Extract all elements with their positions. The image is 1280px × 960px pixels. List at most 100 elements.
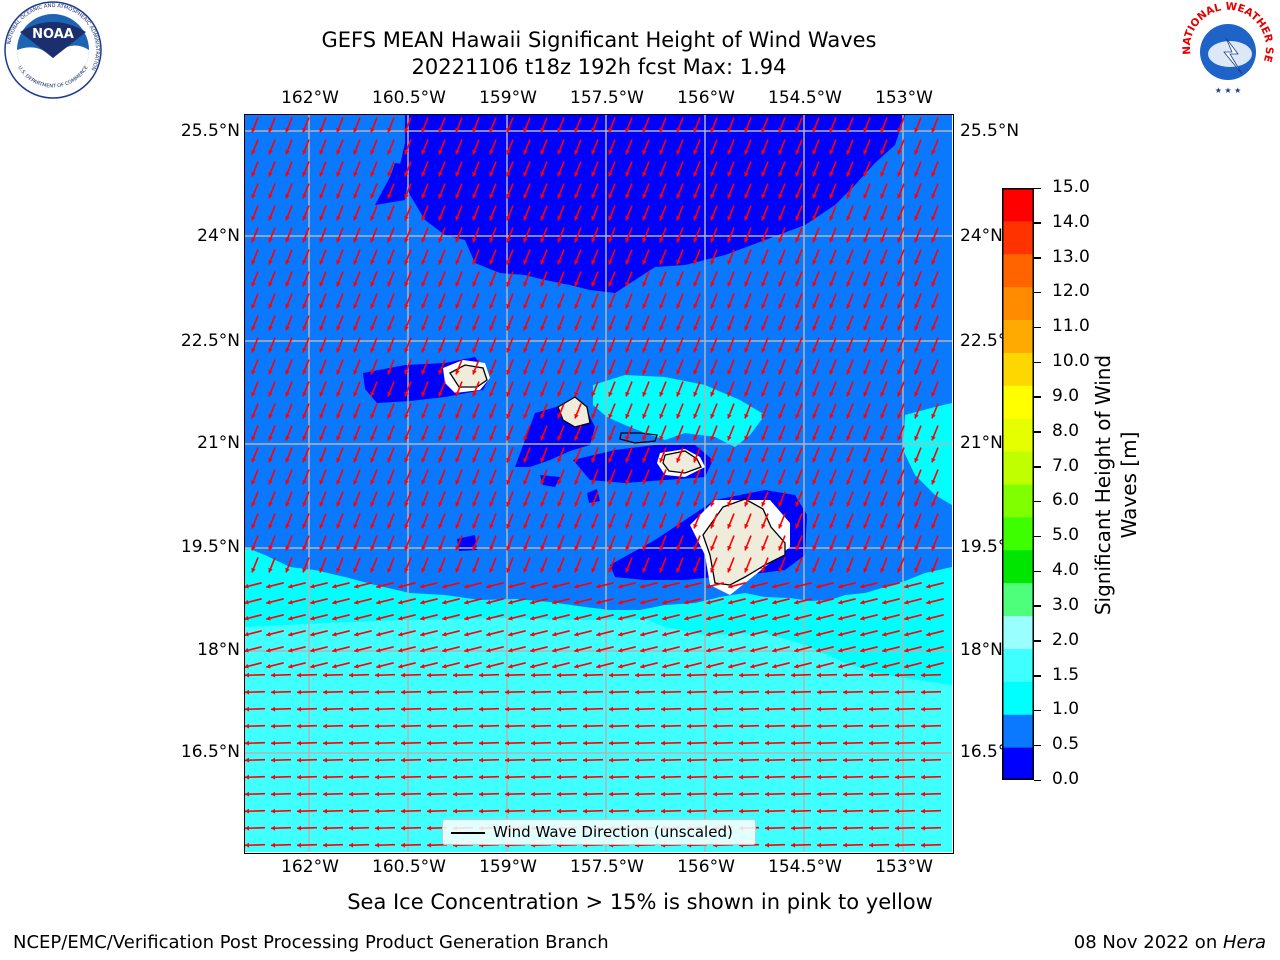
wave-direction-arrow — [794, 630, 812, 637]
wave-direction-arrow — [868, 740, 890, 746]
wave-direction-arrow — [322, 825, 344, 831]
wave-direction-arrow — [421, 205, 429, 221]
wave-direction-arrow — [506, 403, 514, 419]
wave-direction-arrow — [634, 774, 656, 780]
wave-direction-arrow — [506, 557, 514, 573]
wave-direction-arrow — [400, 825, 422, 831]
wave-direction-arrow — [540, 249, 548, 265]
wave-direction-arrow — [455, 403, 463, 419]
wave-direction-arrow — [285, 293, 293, 309]
wave-direction-arrow — [472, 227, 480, 243]
wave-direction-arrow — [640, 614, 658, 621]
wave-direction-arrow — [472, 139, 480, 155]
wave-direction-arrow — [268, 183, 276, 199]
wave-direction-arrow — [642, 425, 650, 441]
wave-direction-arrow — [618, 630, 636, 637]
wave-direction-arrow — [302, 513, 310, 529]
wave-direction-arrow — [706, 582, 724, 589]
wave-direction-arrow — [931, 315, 939, 331]
wave-direction-arrow — [464, 646, 482, 653]
wave-direction-arrow — [795, 425, 803, 441]
wave-direction-arrow — [486, 598, 504, 605]
wave-direction-arrow — [625, 249, 633, 265]
wave-direction-arrow — [540, 205, 548, 221]
wave-direction-arrow — [354, 614, 372, 621]
wave-direction-arrow — [706, 662, 724, 669]
wave-direction-arrow — [676, 161, 684, 177]
wave-direction-arrow — [523, 337, 531, 353]
wave-direction-arrow — [712, 740, 734, 746]
wave-direction-arrow — [268, 381, 276, 397]
wave-direction-arrow — [904, 662, 922, 669]
wave-direction-arrow — [772, 646, 790, 653]
wave-direction-arrow — [285, 161, 293, 177]
wave-direction-arrow — [761, 139, 769, 155]
wave-direction-arrow — [660, 740, 682, 746]
wave-direction-arrow — [270, 774, 292, 780]
wave-direction-arrow — [904, 630, 922, 637]
wave-direction-arrow — [816, 598, 834, 605]
wave-direction-arrow — [472, 403, 480, 419]
wave-direction-arrow — [376, 662, 394, 669]
wave-direction-arrow — [816, 825, 838, 831]
wave-direction-arrow — [761, 249, 769, 265]
wave-direction-arrow — [744, 535, 752, 551]
wave-direction-arrow — [642, 491, 650, 507]
wave-direction-arrow — [812, 205, 820, 221]
lon-label-bottom: 157.5°W — [570, 857, 644, 877]
island-molokai — [619, 432, 658, 444]
wave-direction-arrow — [591, 139, 599, 155]
wave-direction-arrow — [421, 249, 429, 265]
wave-direction-arrow — [370, 227, 378, 243]
wave-direction-arrow — [310, 662, 328, 669]
wave-direction-arrow — [310, 630, 328, 637]
wave-direction-arrow — [336, 425, 344, 441]
wave-direction-arrow — [816, 757, 838, 763]
wave-direction-arrow — [761, 381, 769, 397]
wave-direction-arrow — [608, 293, 616, 309]
wave-direction-arrow — [710, 315, 718, 331]
wave-direction-arrow — [268, 161, 276, 177]
wave-direction-arrow — [842, 672, 864, 678]
wave-direction-arrow — [336, 535, 344, 551]
wave-direction-arrow — [744, 183, 752, 199]
wave-direction-arrow — [625, 535, 633, 551]
wave-direction-arrow — [914, 535, 922, 551]
wave-direction-arrow — [523, 271, 531, 287]
wave-direction-arrow — [472, 557, 480, 573]
wave-direction-arrow — [322, 672, 344, 678]
wave-direction-arrow — [880, 359, 888, 375]
wave-direction-arrow — [442, 582, 460, 589]
wave-direction-arrow — [772, 662, 790, 669]
wave-direction-arrow — [348, 757, 370, 763]
wave-direction-arrow — [354, 646, 372, 653]
wave-direction-arrow — [897, 205, 905, 221]
wave-direction-arrow — [772, 630, 790, 637]
wave-direction-arrow — [846, 227, 854, 243]
wave-direction-arrow — [693, 535, 701, 551]
wave-direction-arrow — [455, 447, 463, 463]
wave-direction-arrow — [540, 513, 548, 529]
wave-direction-arrow — [863, 535, 871, 551]
wave-direction-arrow — [319, 337, 327, 353]
wave-direction-arrow — [727, 139, 735, 155]
wave-direction-arrow — [348, 706, 370, 712]
wave-direction-arrow — [552, 598, 570, 605]
colorbar-tick-label: 15.0 — [1052, 177, 1090, 197]
wave-direction-arrow — [506, 139, 514, 155]
wave-direction-arrow — [251, 337, 259, 353]
wave-direction-arrow — [608, 161, 616, 177]
wave-direction-arrow — [710, 117, 718, 133]
wave-direction-arrow — [812, 469, 820, 485]
wave-direction-arrow — [387, 447, 395, 463]
wave-direction-arrow — [640, 646, 658, 653]
wave-direction-arrow — [530, 598, 548, 605]
wave-direction-arrow — [404, 205, 412, 221]
wave-direction-arrow — [596, 646, 614, 653]
wave-direction-arrow — [642, 139, 650, 155]
wave-direction-arrow — [506, 381, 514, 397]
wave-direction-arrow — [455, 271, 463, 287]
wave-direction-arrow — [302, 205, 310, 221]
wave-direction-arrow — [530, 630, 548, 637]
wave-direction-arrow — [693, 205, 701, 221]
